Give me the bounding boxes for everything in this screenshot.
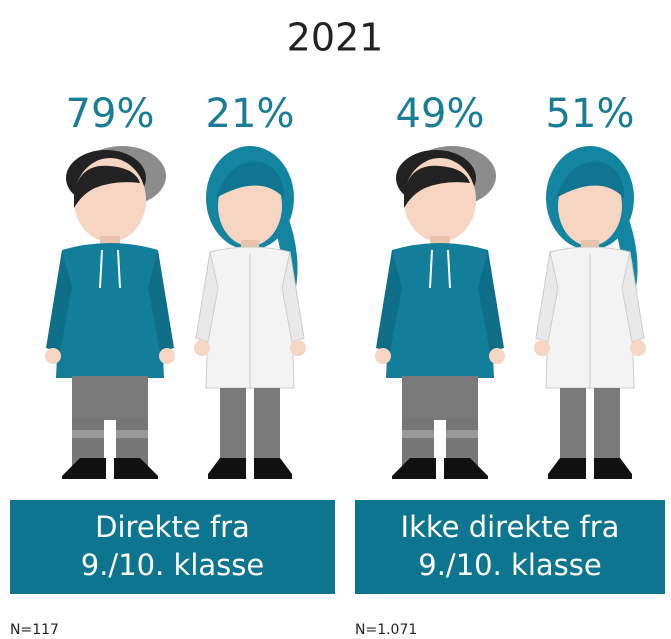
label-line: 9./10. klasse (81, 548, 264, 582)
percent-label: 79% (66, 91, 155, 137)
label-box (355, 500, 665, 594)
label-line: Direkte fra (95, 510, 250, 544)
boy-figure (374, 145, 506, 480)
percent-label: 51% (546, 91, 635, 137)
label-box (10, 500, 335, 594)
percent-label: 21% (206, 91, 295, 137)
girl-figure (534, 146, 646, 479)
percent-label: 49% (396, 91, 485, 137)
girl-figure (194, 146, 306, 479)
n-label: N=117 (10, 622, 59, 638)
label-line: Ikke direkte fra (401, 510, 620, 544)
n-label: N=1.071 (355, 622, 417, 638)
boy-figure (44, 145, 176, 480)
title: 2021 (287, 16, 384, 60)
label-line: 9./10. klasse (418, 548, 601, 582)
